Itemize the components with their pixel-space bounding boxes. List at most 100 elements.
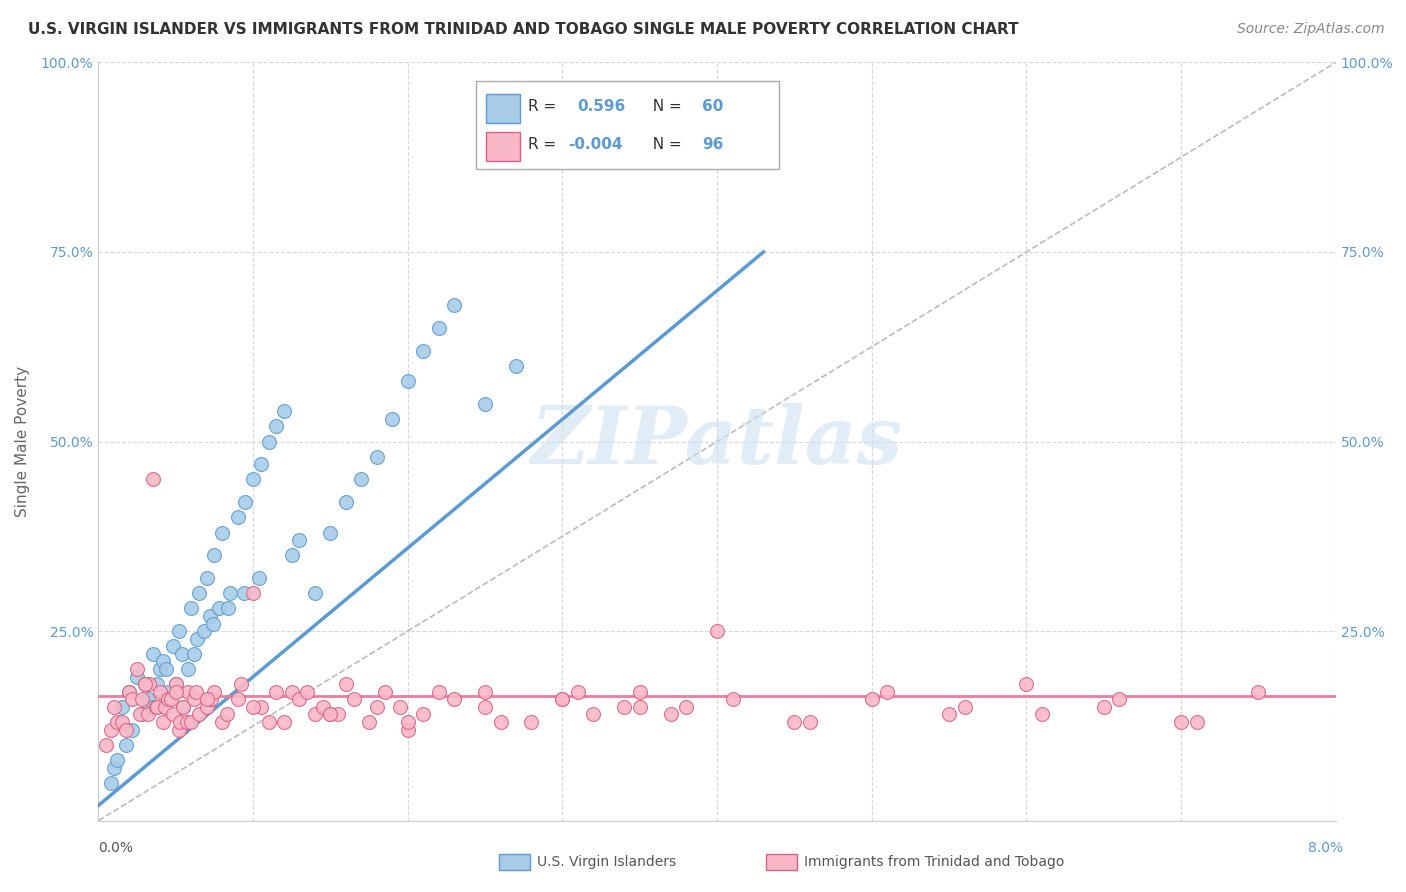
- Point: [134, 677, 156, 691]
- Point: [134, 677, 156, 691]
- Point: [226, 510, 249, 524]
- Point: [103, 760, 125, 774]
- FancyBboxPatch shape: [475, 81, 779, 169]
- Point: [172, 699, 194, 714]
- Point: [180, 715, 202, 730]
- Point: [396, 374, 419, 388]
- Point: [721, 692, 744, 706]
- Point: [233, 495, 257, 509]
- Point: [319, 525, 342, 540]
- Point: [105, 715, 128, 730]
- Point: [201, 616, 224, 631]
- Point: [273, 715, 295, 730]
- Point: [273, 404, 295, 418]
- Bar: [485, 95, 520, 123]
- Point: [783, 715, 806, 730]
- Point: [520, 715, 543, 730]
- Point: [326, 707, 350, 722]
- Point: [953, 699, 976, 714]
- Point: [141, 647, 165, 661]
- Point: [146, 677, 169, 691]
- Point: [319, 707, 342, 722]
- Text: 8.0%: 8.0%: [1308, 841, 1343, 855]
- Point: [628, 699, 651, 714]
- Point: [412, 343, 434, 358]
- Point: [167, 624, 190, 639]
- Point: [250, 457, 273, 471]
- Point: [118, 685, 141, 699]
- Point: [165, 685, 187, 699]
- Point: [165, 677, 187, 691]
- Point: [876, 685, 898, 699]
- Text: N =: N =: [643, 136, 686, 152]
- Point: [675, 699, 697, 714]
- Point: [211, 525, 233, 540]
- Point: [1108, 692, 1130, 706]
- Point: [366, 450, 388, 464]
- Point: [288, 533, 311, 547]
- Point: [443, 298, 465, 312]
- Point: [1185, 715, 1208, 730]
- Point: [304, 707, 326, 722]
- Point: [427, 685, 450, 699]
- Point: [247, 571, 270, 585]
- Text: U.S. VIRGIN ISLANDER VS IMMIGRANTS FROM TRINIDAD AND TOBAGO SINGLE MALE POVERTY : U.S. VIRGIN ISLANDER VS IMMIGRANTS FROM …: [28, 22, 1019, 37]
- Point: [860, 692, 883, 706]
- Point: [204, 548, 226, 563]
- Point: [381, 412, 404, 426]
- Point: [184, 685, 207, 699]
- Point: [242, 699, 264, 714]
- Point: [264, 685, 288, 699]
- Point: [127, 669, 149, 683]
- Point: [357, 715, 380, 730]
- Point: [153, 699, 176, 714]
- Point: [226, 692, 249, 706]
- Point: [343, 692, 366, 706]
- Point: [396, 715, 419, 730]
- Point: [195, 571, 218, 585]
- Point: [177, 685, 200, 699]
- Point: [127, 662, 149, 676]
- Point: [232, 586, 254, 600]
- Point: [613, 699, 636, 714]
- Point: [152, 655, 174, 669]
- Point: [219, 586, 242, 600]
- Point: [217, 601, 239, 615]
- Point: [242, 586, 264, 600]
- Point: [250, 699, 273, 714]
- Point: [162, 639, 184, 653]
- Point: [170, 647, 193, 661]
- Point: [121, 723, 143, 737]
- Point: [489, 715, 512, 730]
- Point: [505, 359, 527, 373]
- Point: [204, 685, 226, 699]
- Point: [141, 699, 165, 714]
- Point: [1031, 707, 1053, 722]
- Point: [242, 473, 264, 487]
- Point: [335, 677, 357, 691]
- Point: [551, 692, 574, 706]
- Bar: [485, 132, 520, 161]
- Point: [149, 685, 172, 699]
- Text: Source: ZipAtlas.com: Source: ZipAtlas.com: [1237, 22, 1385, 37]
- Point: [1170, 715, 1192, 730]
- Point: [412, 707, 434, 722]
- Text: 60: 60: [702, 99, 724, 114]
- Point: [374, 685, 396, 699]
- Point: [160, 692, 183, 706]
- Point: [96, 738, 118, 752]
- Point: [200, 692, 222, 706]
- Point: [1015, 677, 1038, 691]
- Point: [474, 396, 496, 410]
- Point: [388, 699, 412, 714]
- Point: [167, 723, 190, 737]
- Point: [706, 624, 728, 639]
- Point: [427, 320, 450, 334]
- Point: [136, 692, 159, 706]
- Point: [582, 707, 605, 722]
- Point: [149, 662, 172, 676]
- Point: [180, 601, 202, 615]
- Point: [100, 723, 122, 737]
- Point: [319, 707, 342, 722]
- Point: [100, 776, 122, 790]
